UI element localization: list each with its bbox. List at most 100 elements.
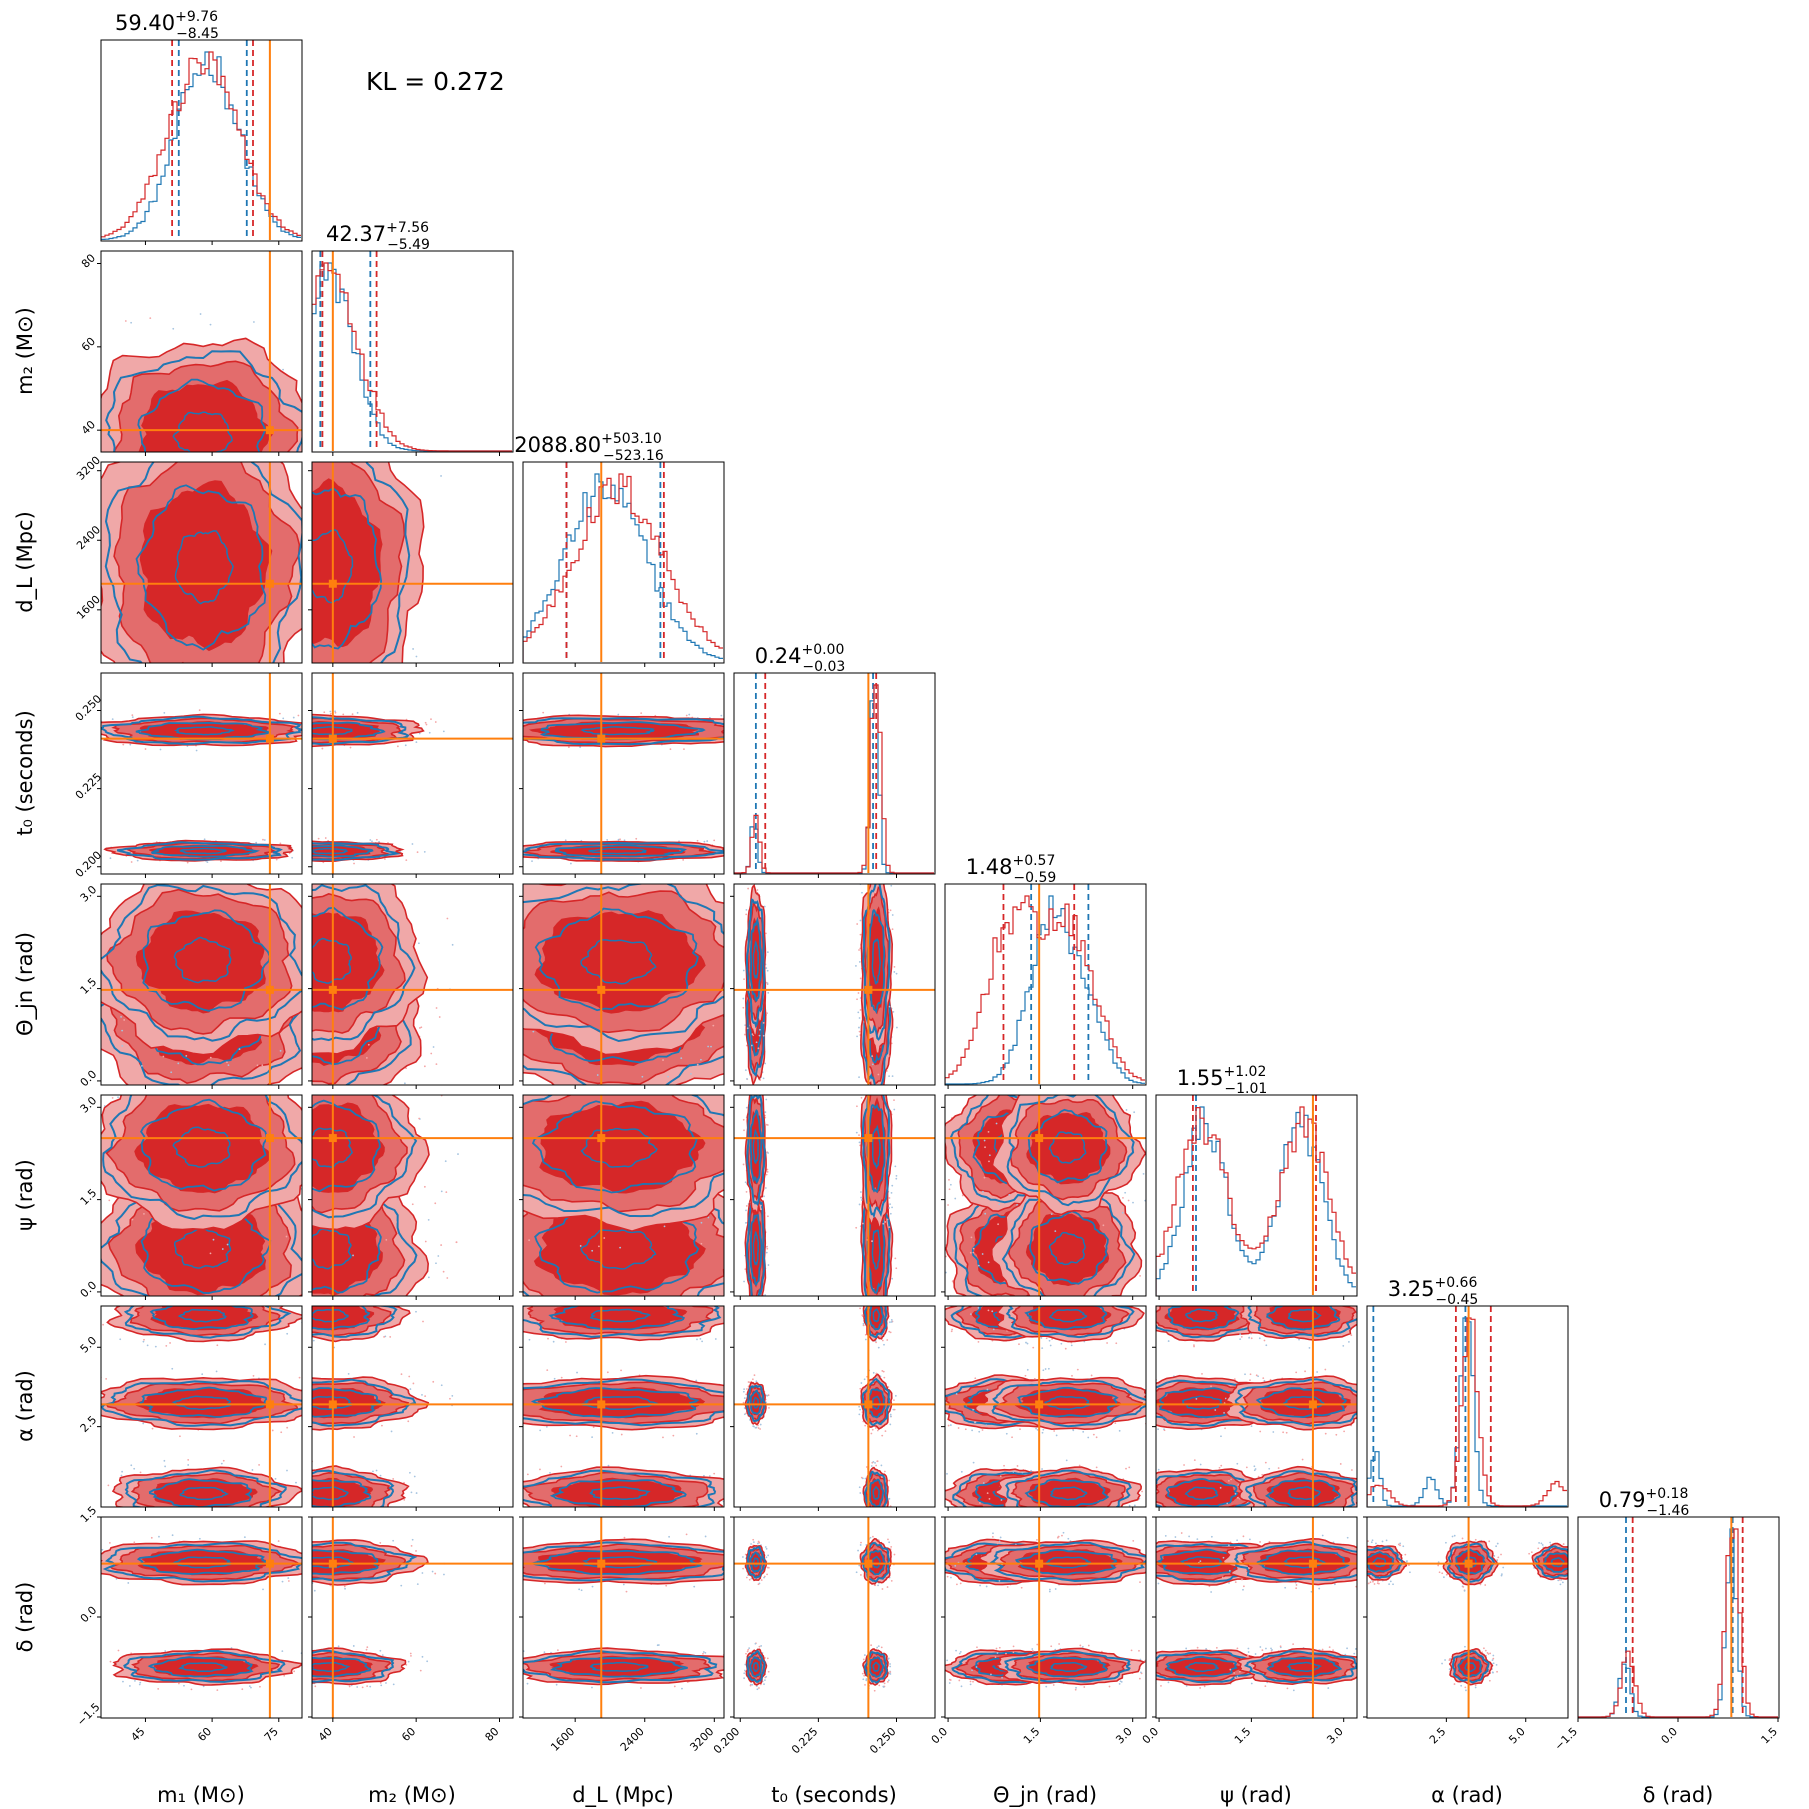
contour-blue-mid — [1256, 1549, 1350, 1576]
y-tick-label-delta: 1.5 — [78, 1504, 100, 1526]
kl-annotation: KL = 0.272 — [366, 67, 505, 96]
contour-blue-inner — [171, 1395, 232, 1410]
contour-blue-mid — [1157, 1548, 1249, 1575]
contour-blue-mid — [1457, 1656, 1483, 1678]
histogram-red-thetajn — [945, 895, 1145, 1084]
panel-frame — [522, 1094, 725, 1297]
contour-blue-inner — [174, 726, 235, 736]
contour-blue-mid — [1024, 1478, 1110, 1507]
contour-blue-inner — [172, 411, 233, 452]
contour-blue-mid — [1014, 1548, 1118, 1576]
contour-blue-outer — [746, 1189, 766, 1296]
contour-blue-mid — [142, 909, 271, 1012]
contour-blue-inner — [1179, 1556, 1223, 1569]
contour-blue-inner — [178, 1662, 228, 1673]
contour-blue-mid — [529, 1549, 703, 1576]
contour-blue-mid — [135, 484, 267, 651]
contour-blue-inner — [1286, 1661, 1322, 1673]
contour-red-inner — [312, 478, 383, 648]
contour-red-inner — [1026, 1111, 1111, 1185]
contour-blue-mid — [312, 1099, 381, 1193]
histogram-panel-m1: 59.40+9.76 −8.45 — [100, 9, 303, 242]
contour-blue-inner — [1050, 1486, 1088, 1501]
y-tick-label-psi: 3.0 — [78, 1094, 100, 1116]
histogram-blue-delta — [1578, 1528, 1778, 1718]
histogram-title-thetajn: 1.48+0.57 −0.59 — [966, 853, 1057, 886]
y-tick-label-thetajn: 3.0 — [78, 883, 100, 905]
x-tick-label-t0: 0.225 — [789, 1725, 820, 1756]
histogram-panel-m2: 42.37+7.56 −5.49 — [311, 220, 514, 453]
contour-blue-mid — [150, 844, 261, 858]
x-tick-label-alpha: 2.5 — [1427, 1725, 1449, 1747]
contour-blue-mid — [139, 1386, 268, 1418]
contour-blue-outer — [102, 1095, 302, 1220]
contour-blue-outer — [523, 884, 724, 1043]
contour-blue-mid — [749, 1210, 763, 1286]
contour-blue-mid — [554, 844, 688, 858]
panel-frame — [733, 1516, 936, 1719]
scatter-panel-thetajn-vs-t0 — [733, 883, 936, 1086]
contour-blue-inner — [312, 1308, 349, 1323]
contour-blue-outer — [523, 1541, 724, 1582]
title-minus: −0.45 — [1435, 1292, 1478, 1308]
y-tick-label-dL: 1600 — [74, 593, 103, 622]
title-plus: +0.66 — [1434, 1275, 1477, 1291]
histogram-panel-thetajn: 1.48+0.57 −0.59 — [944, 853, 1147, 1086]
injection-marker — [328, 1134, 337, 1143]
contour-red-inner — [139, 480, 273, 652]
y-tick-label-alpha: 2.5 — [78, 1413, 100, 1435]
contour-blue-outer — [312, 1095, 418, 1219]
contour-blue-inner — [174, 530, 234, 605]
x-tick-label-psi: 3.0 — [1324, 1725, 1346, 1747]
contour-blue-inner — [872, 1661, 880, 1673]
title-plus: +503.10 — [601, 431, 662, 447]
title-median: 59.40 — [115, 11, 175, 35]
x-tick-label-m2: 60 — [399, 1725, 418, 1744]
contour-blue-mid — [1266, 1657, 1343, 1678]
contour-blue-outer — [863, 1651, 888, 1684]
contour-blue-mid — [749, 1551, 763, 1573]
histogram-blue-m1 — [101, 51, 301, 240]
injection-marker — [1035, 1559, 1044, 1568]
contour-blue-inner — [582, 1556, 658, 1569]
contour-blue-inner — [1550, 1557, 1565, 1568]
y-axis-label-dL: d_L (Mpc) — [13, 511, 38, 613]
contour-blue-inner — [1048, 1231, 1086, 1266]
contour-blue-outer — [1247, 1306, 1357, 1338]
contour-blue-inner — [312, 1395, 353, 1411]
contour-blue-inner — [871, 938, 881, 985]
contour-red-inner — [133, 1388, 272, 1419]
contour-blue-outer — [104, 462, 302, 663]
histogram-red-dL — [523, 473, 723, 662]
histogram-panel-delta: 0.79+0.18 −1.46 — [1577, 1486, 1780, 1719]
contour-blue-mid — [1027, 1108, 1108, 1184]
contour-blue-mid — [148, 1478, 253, 1507]
injection-marker — [597, 985, 606, 994]
contour-blue-inner — [1372, 1557, 1387, 1568]
contour-red-inner — [539, 1100, 706, 1194]
contour-blue-mid — [1165, 1655, 1238, 1678]
contour-blue-mid — [1455, 1548, 1485, 1575]
x-tick-label-t0: 0.250 — [867, 1725, 898, 1756]
contour-blue-outer — [102, 1542, 302, 1583]
x-axis-label-m2: m₂ (M⊙) — [368, 1783, 456, 1807]
contour-blue-mid — [1367, 1550, 1395, 1573]
injection-marker — [328, 734, 337, 743]
scatter-panel-delta-vs-t0 — [733, 1516, 936, 1719]
contour-blue-mid — [1029, 1210, 1109, 1285]
contour-blue-outer — [746, 1384, 766, 1423]
contour-blue-mid — [312, 1656, 372, 1678]
contour-blue-inner — [1049, 1661, 1088, 1673]
scatter-panel-psi-vs-thetajn — [944, 1094, 1147, 1297]
contour-blue-outer — [745, 898, 766, 1029]
injection-marker — [597, 1134, 606, 1143]
contour-blue-inner — [752, 1396, 759, 1409]
contour-blue-inner — [1287, 1308, 1322, 1323]
scatter-panel-alpha-vs-t0 — [733, 1305, 936, 1508]
contour-blue-inner — [871, 1229, 881, 1270]
histogram-blue-psi — [1156, 1106, 1356, 1295]
contour-blue-outer — [1156, 1306, 1262, 1339]
contour-blue-inner — [1184, 1308, 1219, 1323]
panel-frame — [311, 1305, 514, 1508]
contour-blue-mid — [749, 1656, 763, 1678]
